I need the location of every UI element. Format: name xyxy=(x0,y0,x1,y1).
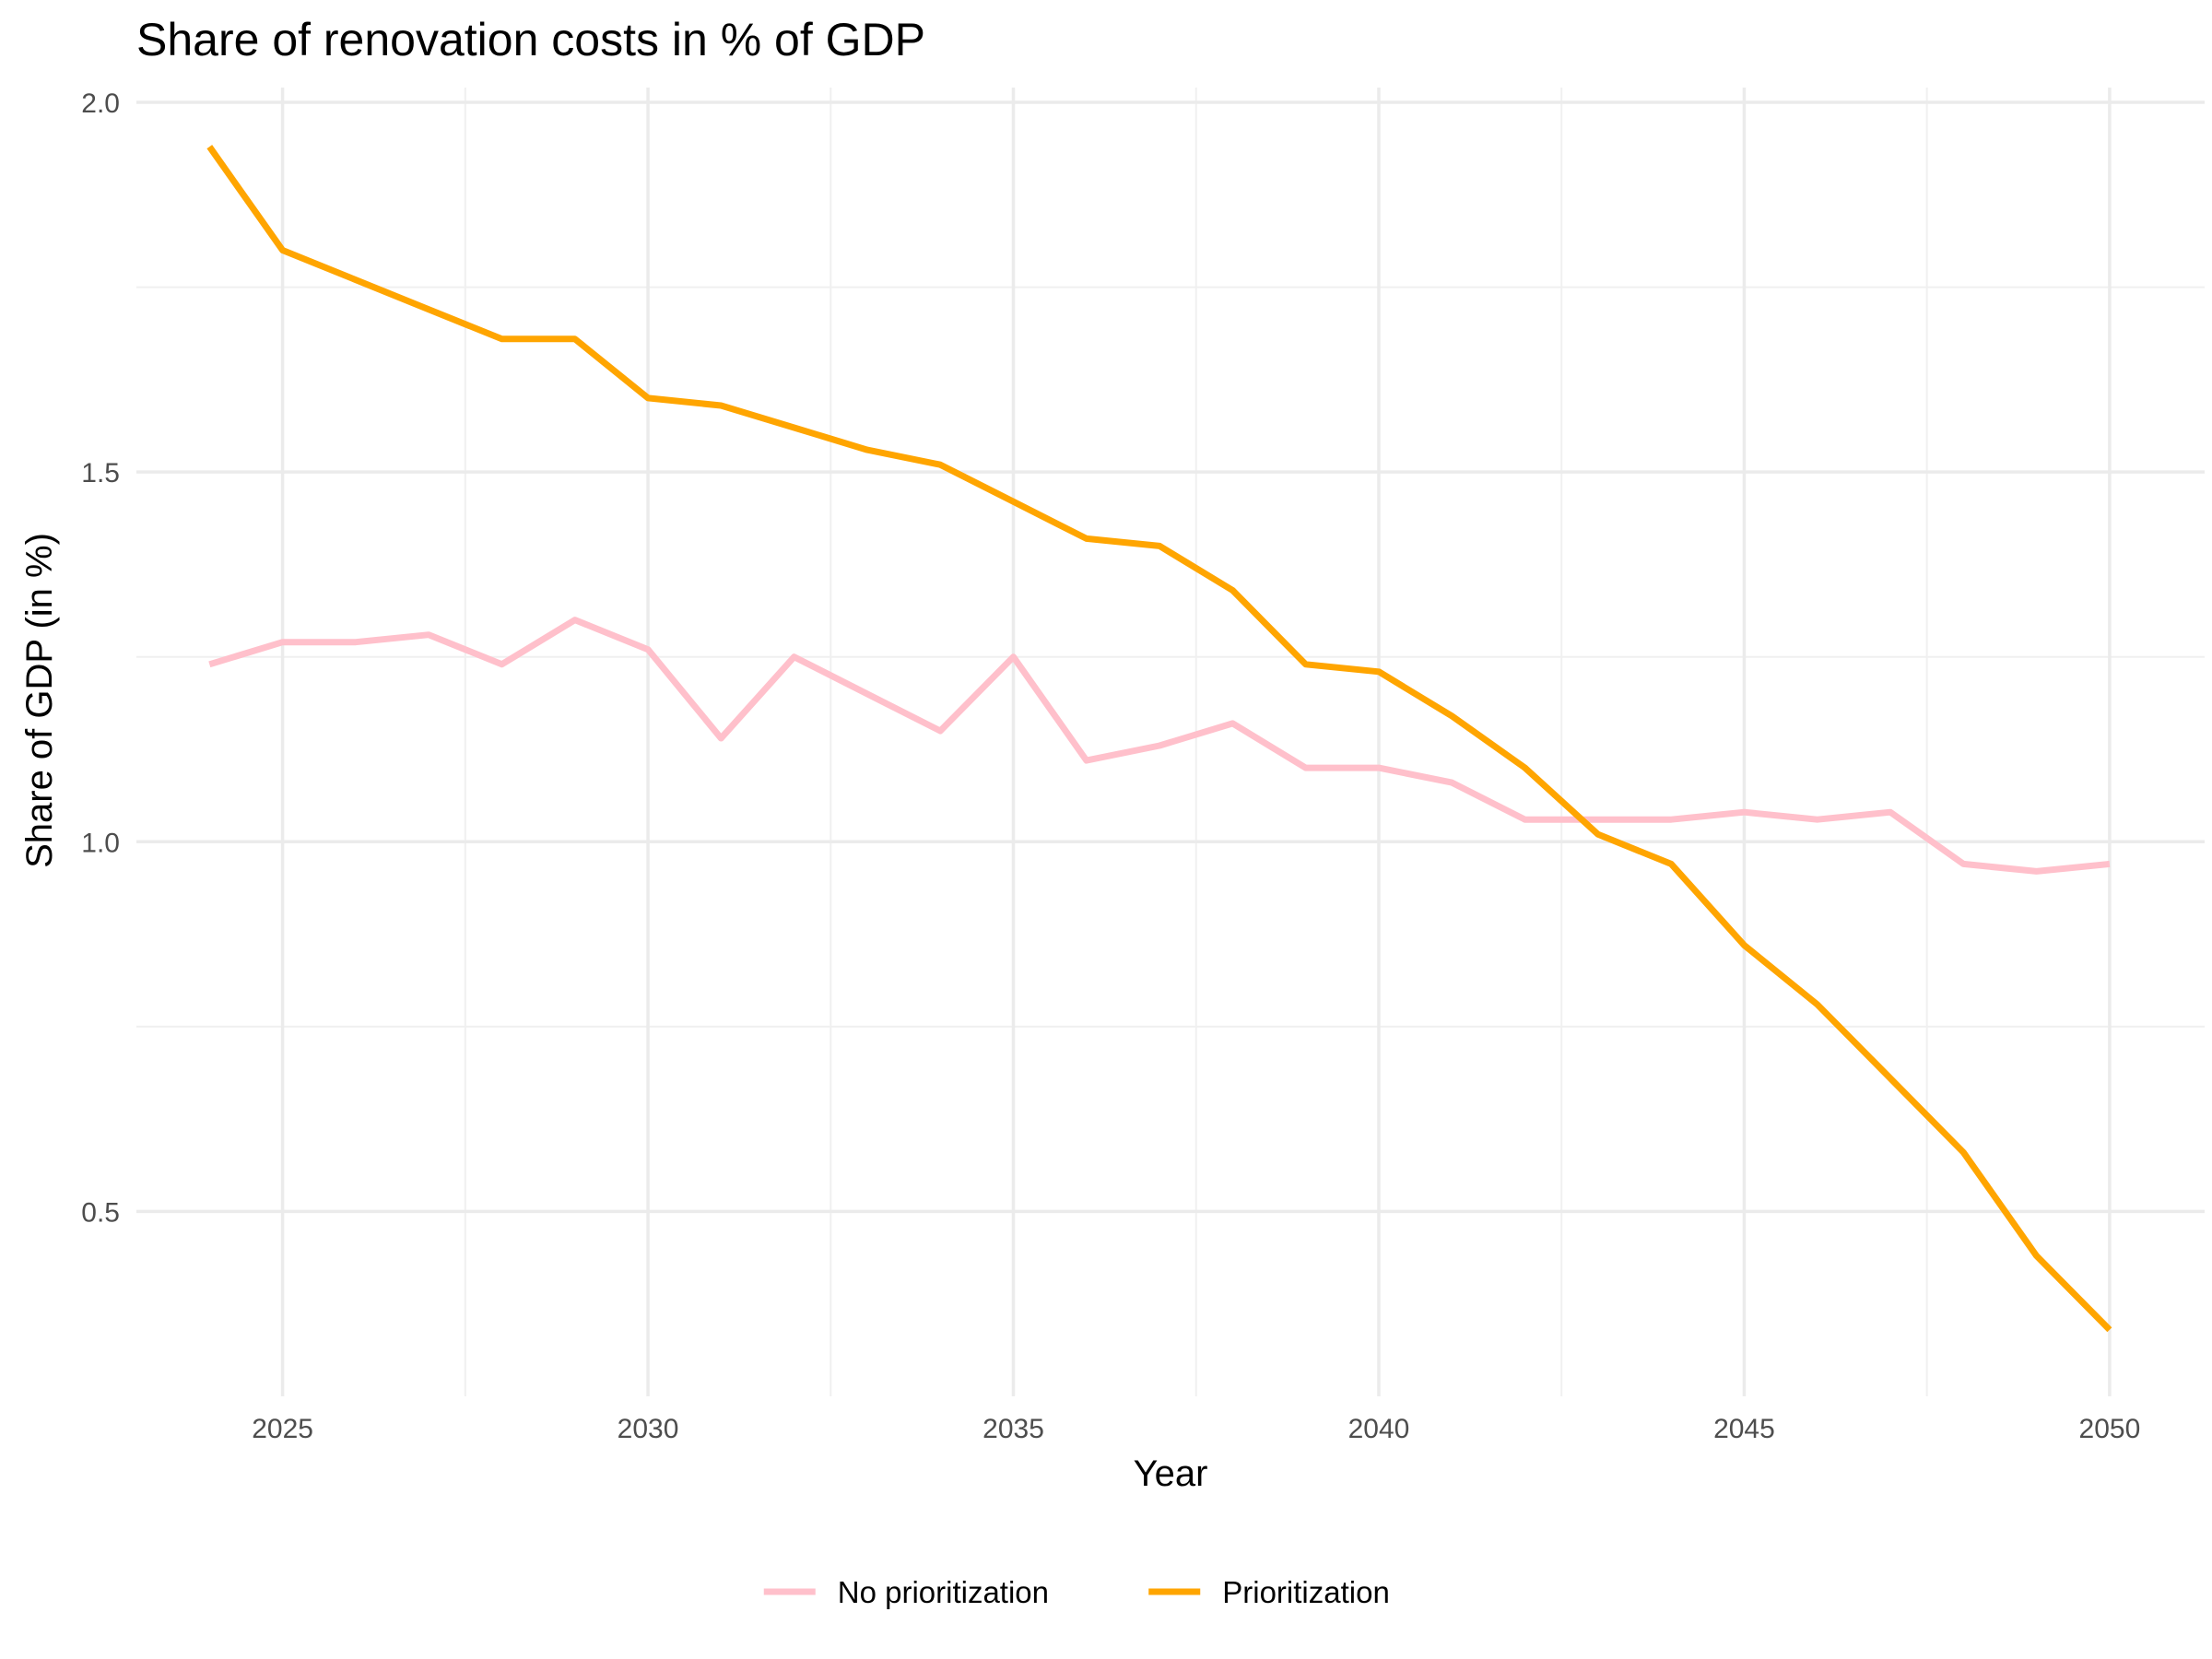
legend-label-no-prioritization: No prioritization xyxy=(838,1575,1049,1609)
x-tick-label: 2045 xyxy=(1713,1414,1775,1444)
legend-label-prioritization: Prioritization xyxy=(1222,1575,1390,1609)
y-tick-label: 1.0 xyxy=(81,828,120,858)
series-line-prioritization xyxy=(206,145,2112,1333)
series-line-no-prioritization xyxy=(208,617,2111,875)
legend: No prioritization Prioritization xyxy=(763,1575,1390,1609)
y-tick-label: 2.0 xyxy=(81,88,120,119)
major-gridlines xyxy=(136,88,2205,1396)
x-tick-label: 2030 xyxy=(618,1414,679,1444)
y-axis-tick-labels: 0.5 1.0 1.5 2.0 xyxy=(81,88,120,1228)
series-lines xyxy=(206,145,2112,1333)
y-tick-label: 1.5 xyxy=(81,458,120,488)
x-axis-tick-labels: 2025 2030 2035 2040 2045 2050 xyxy=(252,1414,2140,1444)
x-tick-label: 2040 xyxy=(1348,1414,1410,1444)
chart-title: Share of renovation costs in % of GDP xyxy=(136,14,925,65)
x-tick-label: 2050 xyxy=(2079,1414,2141,1444)
x-axis-title: Year xyxy=(1134,1453,1208,1494)
x-tick-label: 2025 xyxy=(252,1414,313,1444)
x-tick-label: 2035 xyxy=(982,1414,1044,1444)
y-tick-label: 0.5 xyxy=(81,1197,120,1228)
y-axis-title: Share of GDP (in %) xyxy=(19,533,60,868)
